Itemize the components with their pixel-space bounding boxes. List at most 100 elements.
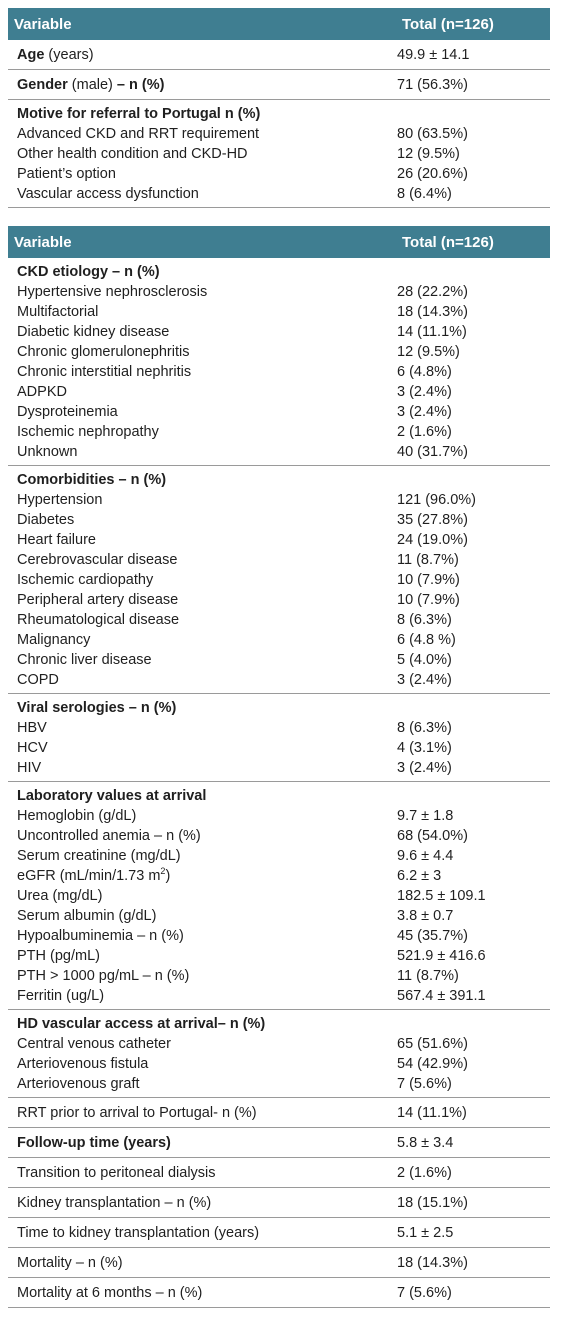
section-title: Laboratory values at arrival	[17, 788, 207, 804]
row-value: 567.4 ± 391.1	[397, 988, 486, 1004]
row-label: Diabetic kidney disease	[17, 324, 170, 340]
row-value: 3.8 ± 0.7	[397, 908, 454, 924]
row-time-transplantation: Time to kidney transplantation (years) 5.…	[8, 1218, 550, 1248]
egfr-label-end: )	[165, 868, 171, 884]
table-row: Advanced CKD and RRT requirement 80 (63.5…	[8, 124, 550, 144]
table-row: Chronic glomerulonephritis 12 (9.5%)	[8, 342, 550, 362]
table-row: HCV 4 (3.1%)	[8, 738, 550, 758]
row-label: Chronic glomerulonephritis	[17, 344, 190, 360]
row-mortality-6m: Mortality at 6 months – n (%) 7 (5.6%)	[8, 1278, 550, 1308]
row-value: 14 (11.1%)	[397, 1105, 467, 1121]
table-row: Peripheral artery disease 10 (7.9%)	[8, 590, 550, 610]
row-value: 18 (14.3%)	[397, 1255, 468, 1271]
row-label: Serum albumin (g/dL)	[17, 908, 157, 924]
age-value: 49.9 ± 14.1	[397, 47, 470, 63]
row-value: 18 (15.1%)	[397, 1195, 468, 1211]
row-value: 10 (7.9%)	[397, 572, 460, 588]
table-header: Variable Total (n=126)	[8, 226, 550, 258]
table-row: Uncontrolled anemia – n (%) 68 (54.0%)	[8, 826, 550, 846]
row-label: Ischemic nephropathy	[17, 424, 159, 440]
section-title: Motive for referral to Portugal n (%)	[17, 106, 261, 122]
row-value: 9.7 ± 1.8	[397, 808, 454, 824]
row-label: Peripheral artery disease	[17, 592, 179, 608]
table-header: Variable Total (n=126)	[8, 8, 550, 40]
row-label: HIV	[17, 760, 42, 776]
table-row: eGFR (mL/min/1.73 m2) 6.2 ± 3	[8, 866, 550, 886]
row-label: Mortality – n (%)	[17, 1255, 123, 1271]
gender-sub: (male)	[67, 77, 113, 93]
row-value: 2 (1.6%)	[397, 1165, 452, 1181]
section-title: Viral serologies – n (%)	[17, 700, 177, 716]
table-row: HBV 8 (6.3%)	[8, 718, 550, 738]
row-value: 28 (22.2%)	[397, 284, 468, 300]
age-label: Age	[17, 47, 45, 63]
table-row: COPD 3 (2.4%)	[8, 670, 550, 690]
table-clinical: Variable Total (n=126) CKD etiology – n …	[8, 226, 550, 1308]
row-label: ADPKD	[17, 384, 67, 400]
row-age: Age (years) 49.9 ± 14.1	[8, 40, 550, 70]
table-row: PTH (pg/mL) 521.9 ± 416.6	[8, 946, 550, 966]
table-row: Rheumatological disease 8 (6.3%)	[8, 610, 550, 630]
header-total: Total (n=126)	[402, 233, 494, 251]
table-row: Dysproteinemia 3 (2.4%)	[8, 402, 550, 422]
table-row: Serum creatinine (mg/dL) 9.6 ± 4.4	[8, 846, 550, 866]
table-row: Hypertensive nephrosclerosis 28 (22.2%)	[8, 282, 550, 302]
row-value: 18 (14.3%)	[397, 304, 468, 320]
row-value: 11 (8.7%)	[397, 968, 459, 984]
row-value: 5.8 ± 3.4	[397, 1135, 454, 1151]
row-label: Malignancy	[17, 632, 91, 648]
row-value: 5.1 ± 2.5	[397, 1225, 454, 1241]
row-value: 182.5 ± 109.1	[397, 888, 486, 904]
header-variable: Variable	[14, 15, 72, 33]
row-label: eGFR (mL/min/1.73 m2)	[8, 866, 388, 886]
row-value: 8 (6.3%)	[397, 720, 452, 736]
section-comorbidities: Comorbidities – n (%) Hypertension 121 (9…	[8, 466, 550, 694]
table-row: Unknown 40 (31.7%)	[8, 442, 550, 462]
table-row: Serum albumin (g/dL) 3.8 ± 0.7	[8, 906, 550, 926]
row-label: Dysproteinemia	[17, 404, 118, 420]
row-label: Rheumatological disease	[17, 612, 180, 628]
row-label: Arteriovenous graft	[17, 1076, 140, 1092]
table-row: Hemoglobin (g/dL) 9.7 ± 1.8	[8, 806, 550, 826]
row-value: 4 (3.1%)	[397, 740, 452, 756]
row-value: 45 (35.7%)	[397, 928, 468, 944]
row-value: 54 (42.9%)	[397, 1056, 468, 1072]
row-label: Ischemic cardiopathy	[17, 572, 154, 588]
row-value: 24 (19.0%)	[397, 532, 468, 548]
row-label: Transition to peritoneal dialysis	[17, 1165, 216, 1181]
row-value: 12 (9.5%)	[397, 146, 460, 162]
row-label: PTH > 1000 pg/mL – n (%)	[17, 968, 190, 984]
row-value: 26 (20.6%)	[397, 166, 468, 182]
row-label: HBV	[17, 720, 47, 736]
row-label: Heart failure	[17, 532, 96, 548]
row-mortality: Mortality – n (%) 18 (14.3%)	[8, 1248, 550, 1278]
row-value: 5 (4.0%)	[397, 652, 452, 668]
table-row: Malignancy 6 (4.8 %)	[8, 630, 550, 650]
row-label: Chronic interstitial nephritis	[17, 364, 192, 380]
row-label: PTH (pg/mL)	[17, 948, 100, 964]
table-row: Ischemic nephropathy 2 (1.6%)	[8, 422, 550, 442]
table-row: Cerebrovascular disease 11 (8.7%)	[8, 550, 550, 570]
row-value: 7 (5.6%)	[397, 1285, 452, 1301]
row-label: Time to kidney transplantation (years)	[17, 1225, 260, 1241]
gender-label: Gender	[17, 77, 68, 93]
row-label: Follow-up time (years)	[17, 1135, 171, 1151]
gender-stat: – n (%)	[112, 77, 165, 93]
row-value: 9.6 ± 4.4	[397, 848, 454, 864]
row-label: Hypertension	[17, 492, 103, 508]
row-value: 80 (63.5%)	[397, 126, 468, 142]
row-label: Arteriovenous fistula	[17, 1056, 149, 1072]
row-label: Kidney transplantation – n (%)	[17, 1195, 212, 1211]
row-label: Uncontrolled anemia – n (%)	[17, 828, 201, 844]
age-unit: (years)	[44, 47, 94, 63]
row-label: Hemoglobin (g/dL)	[17, 808, 137, 824]
section-motive: Motive for referral to Portugal n (%) Ad…	[8, 100, 550, 208]
section-title: Comorbidities – n (%)	[17, 472, 167, 488]
row-value: 3 (2.4%)	[397, 404, 452, 420]
table-row: Ferritin (ug/L) 567.4 ± 391.1	[8, 986, 550, 1006]
row-transplantation: Kidney transplantation – n (%) 18 (15.1%)	[8, 1188, 550, 1218]
row-follow-up: Follow-up time (years) 5.8 ± 3.4	[8, 1128, 550, 1158]
row-label: Other health condition and CKD-HD	[17, 146, 248, 162]
table-row: Other health condition and CKD-HD 12 (9.5…	[8, 144, 550, 164]
row-label: Ferritin (ug/L)	[17, 988, 105, 1004]
